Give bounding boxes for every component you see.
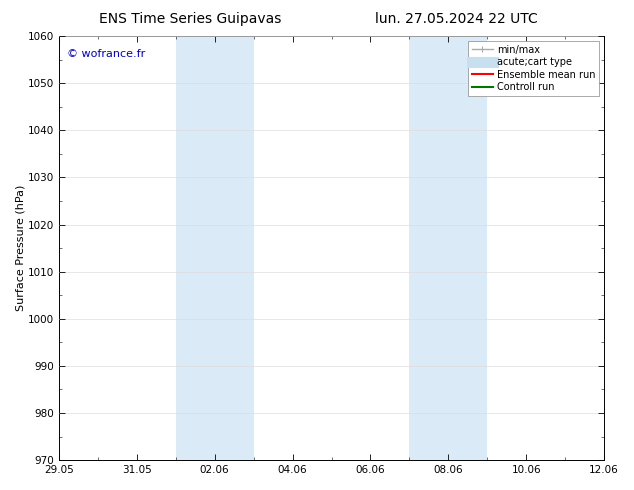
Text: ENS Time Series Guipavas: ENS Time Series Guipavas	[99, 12, 281, 26]
Y-axis label: Surface Pressure (hPa): Surface Pressure (hPa)	[15, 185, 25, 311]
Bar	[410, 36, 488, 460]
Text: © wofrance.fr: © wofrance.fr	[67, 49, 145, 59]
Bar	[176, 36, 254, 460]
Legend: min/max, acute;cart type, Ensemble mean run, Controll run: min/max, acute;cart type, Ensemble mean …	[468, 41, 599, 96]
Text: lun. 27.05.2024 22 UTC: lun. 27.05.2024 22 UTC	[375, 12, 538, 26]
